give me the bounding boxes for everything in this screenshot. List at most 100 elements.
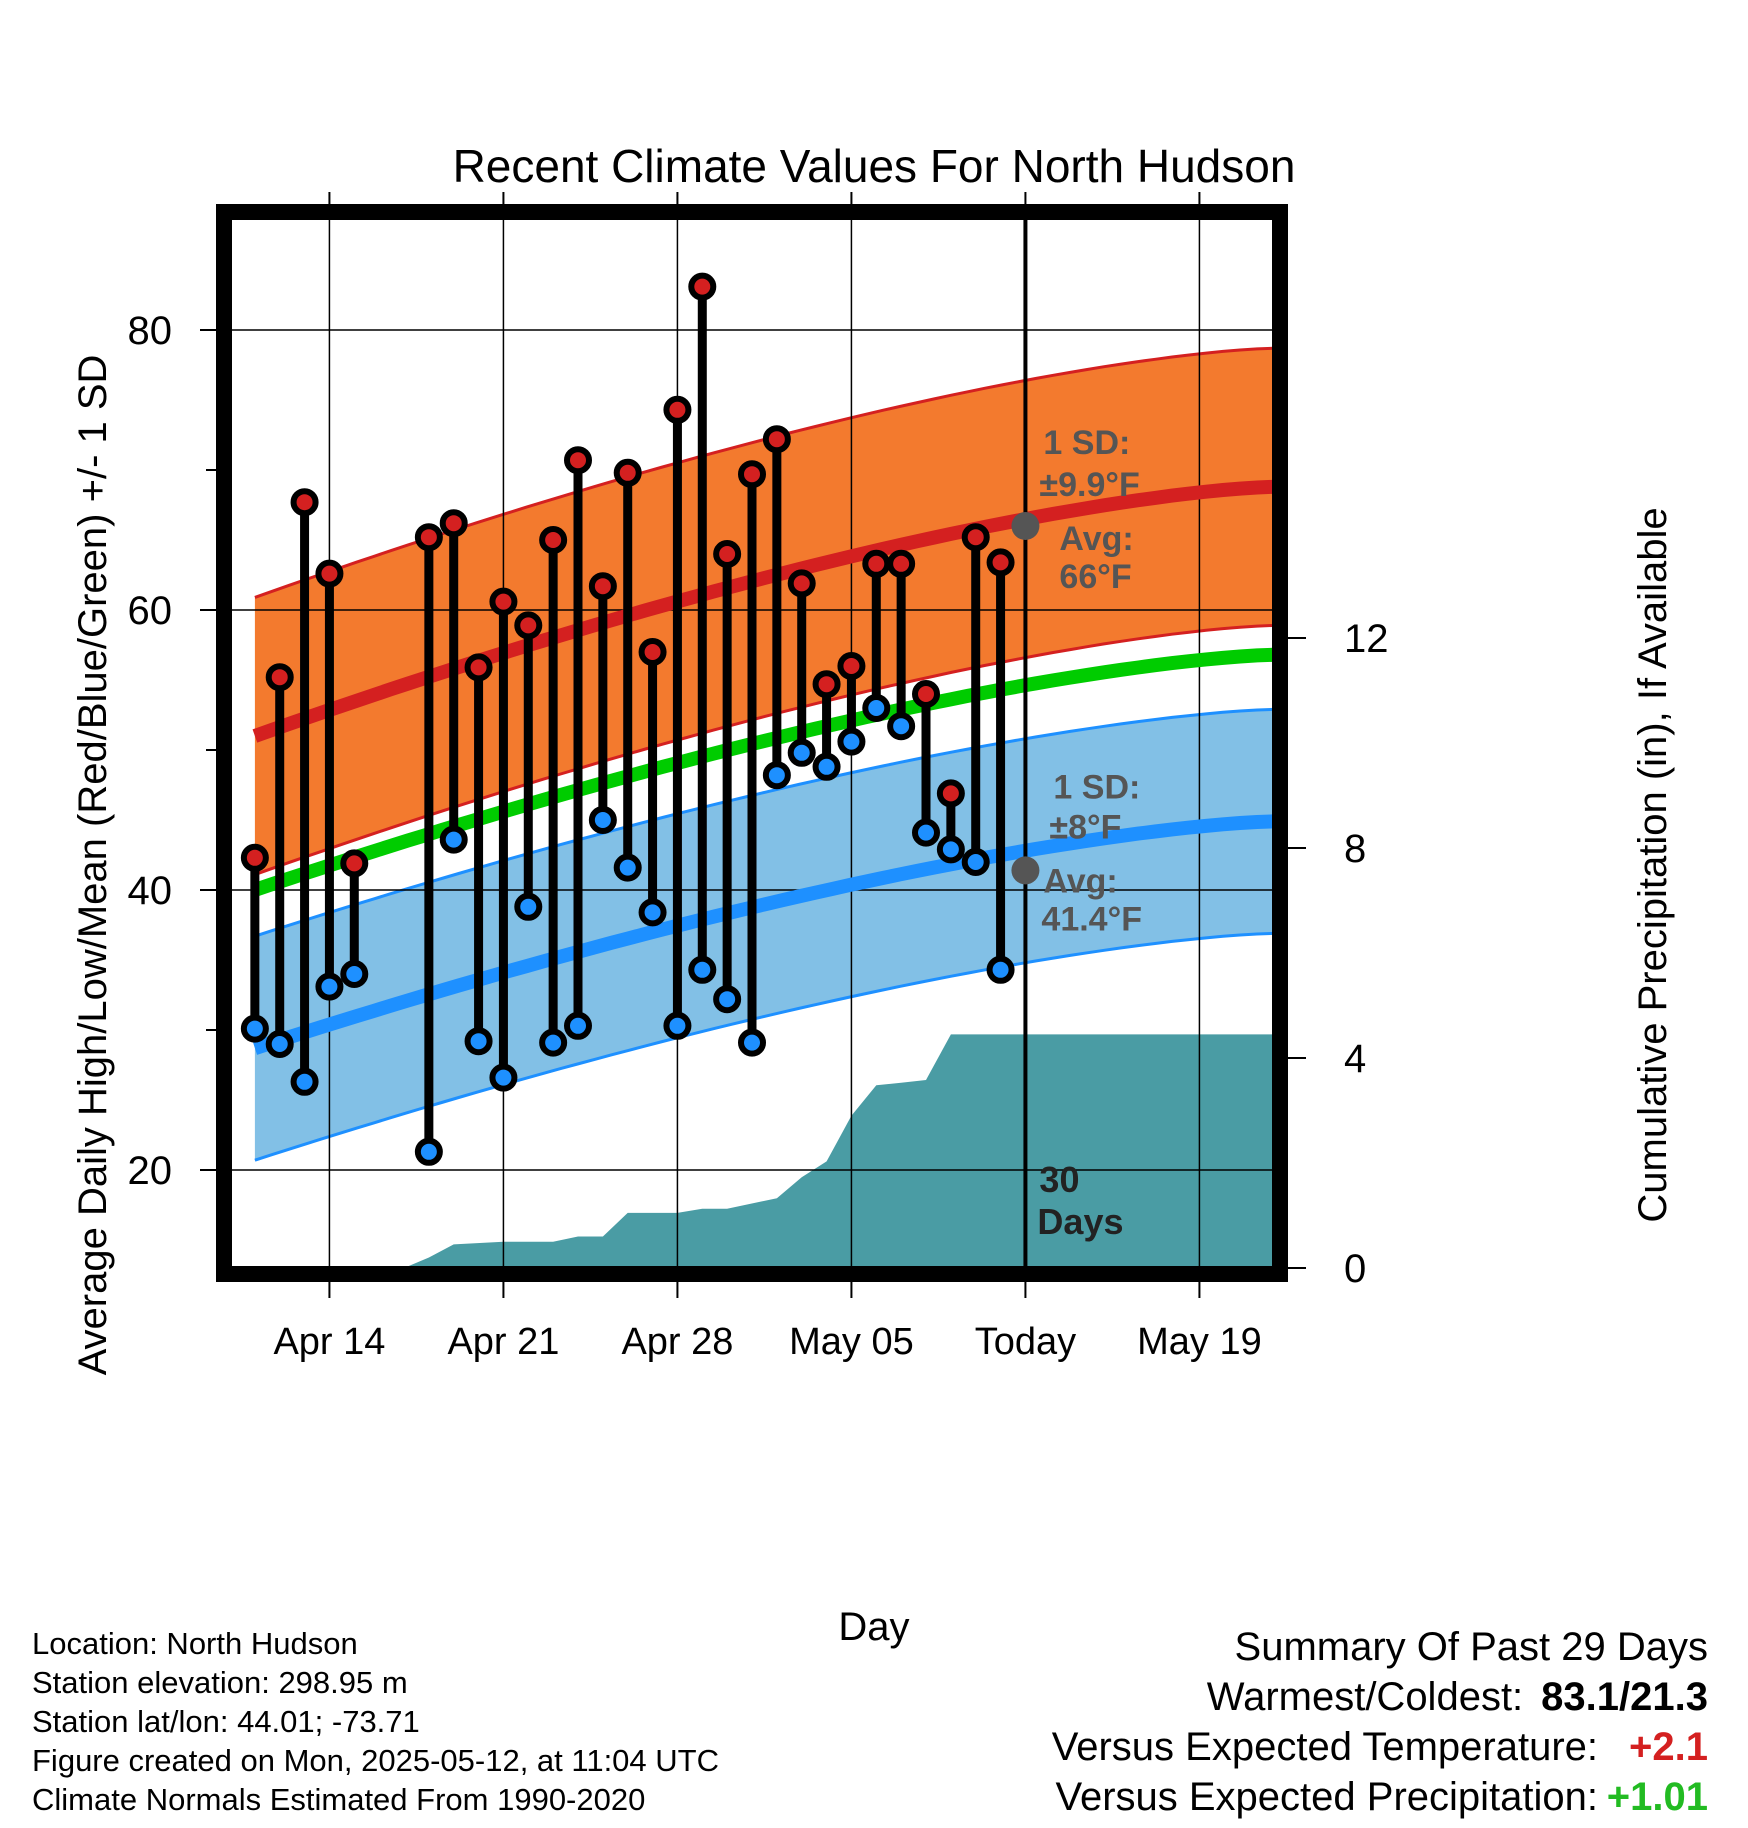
daily-high-point [986,548,1015,577]
daily-range-stems [240,272,1015,1166]
daily-low-point [787,738,816,767]
daily-high-point [588,572,617,601]
daily-high-point [564,446,592,475]
summary-temp-value: +2.1 [1629,1725,1708,1769]
daily-low-point [588,806,617,834]
summary-temp-label: Versus Expected Temperature: [1051,1725,1598,1769]
summary-warmest-row: Warmest/Coldest: 83.1/21.3 [1052,1672,1708,1722]
daily-low-point [663,1011,692,1040]
daily-low-point [265,1030,294,1058]
daily-high-point [613,458,642,487]
summary-warmest-value: 83.1/21.3 [1541,1675,1708,1719]
y-tick-label: 20 [128,1149,173,1193]
daily-high-point [812,670,841,699]
daily-high-point [315,559,344,588]
precip-area [404,1034,1274,1268]
daily-low-point [539,1028,568,1057]
daily-low-point [638,898,667,927]
daily-low-point [240,1014,269,1043]
high-avg-label: Avg: [1059,520,1133,558]
summary-temp-row: Versus Expected Temperature: +2.1 [1052,1722,1708,1772]
daily-low-point [340,960,369,988]
daily-high-point [688,272,717,301]
y-tick-label: 60 [128,589,173,633]
daily-low-point [414,1137,443,1166]
x-tick-label: Apr 14 [273,1321,385,1363]
daily-low-point [290,1067,319,1096]
daily-low-point [738,1028,766,1057]
y2-tick-label: 4 [1344,1037,1366,1081]
daily-high-point [663,395,692,424]
daily-low-point [489,1063,518,1092]
info-latlon: Station lat/lon: 44.01; -73.71 [32,1704,420,1739]
y2-tick-label: 8 [1344,827,1366,871]
info-elevation: Station elevation: 298.95 m [32,1665,408,1700]
daily-high-point [414,523,443,552]
info-location: Location: North Hudson [32,1626,358,1661]
x-tick-label: Apr 21 [447,1321,559,1363]
daily-high-point [787,569,816,598]
x-tick-label: Apr 28 [621,1321,733,1363]
daily-high-point [340,849,369,878]
low-avg-value: 41.4°F [1041,900,1142,938]
x-tick-label: May 19 [1137,1321,1262,1363]
daily-high-point [713,540,742,568]
daily-low-point [887,712,916,741]
summary-panel: Summary Of Past 29 Days Warmest/Coldest:… [1052,1622,1708,1822]
daily-low-point [812,752,841,781]
summary-warmest-label: Warmest/Coldest: [1206,1675,1524,1719]
daily-low-point [961,848,990,876]
x-tick-label: May 05 [789,1321,914,1363]
info-created: Figure created on Mon, 2025-05-12, at 11… [32,1743,719,1778]
y-axis-label: Average Daily High/Low/Mean (Red/Blue/Gr… [71,355,115,1376]
plot-frame [216,204,1288,1282]
high-avg-value: 66°F [1059,558,1131,596]
daily-low-point [464,1027,493,1056]
daily-high-point [961,523,990,552]
high-sd-value: ±9.9°F [1039,466,1139,504]
x-tick-label: Today [975,1321,1076,1363]
daily-low-point [912,818,940,847]
daily-high-point [489,587,518,616]
daily-high-point [265,663,294,692]
daily-high-point [514,611,543,640]
daily-high-point [539,526,568,554]
info-normals: Climate Normals Estimated From 1990-2020 [32,1782,646,1817]
daily-high-point [912,680,940,708]
window-days-number: 30 [1039,1159,1079,1200]
today-high-avg-marker [1011,512,1040,540]
low-sd-label: 1 SD: [1053,768,1140,806]
high-sd-label: 1 SD: [1043,424,1130,462]
y2-tick-label: 0 [1344,1247,1366,1291]
daily-low-point [936,835,965,864]
daily-high-point [439,509,468,538]
daily-low-point [564,1011,592,1040]
chart-title: Recent Climate Values For North Hudson [453,140,1296,192]
y2-axis-label: Cumulative Precipitation (in), If Availa… [1631,507,1675,1222]
low-avg-label: Avg: [1043,862,1117,900]
summary-precip-value: +1.01 [1606,1775,1708,1819]
x-axis-label: Day [838,1605,909,1649]
summary-heading: Summary Of Past 29 Days [1234,1625,1708,1669]
today-low-avg-marker [1011,856,1040,885]
daily-low-point [688,955,717,984]
daily-high-point [887,549,916,578]
daily-low-point [713,985,742,1014]
daily-low-point [862,694,891,722]
daily-high-point [464,653,493,682]
daily-low-point [514,892,543,921]
daily-low-point [762,761,791,790]
daily-high-point [936,779,965,808]
daily-high-point [762,425,791,454]
high-sd-band [254,348,1274,875]
window-days-label: Days [1037,1201,1123,1242]
daily-low-point [613,853,642,882]
daily-high-point [738,460,766,489]
daily-high-point [638,638,667,666]
daily-low-point [439,825,468,854]
station-info: Location: North Hudson Station elevation… [32,1624,719,1819]
y-tick-label: 40 [128,869,173,913]
daily-low-point [837,727,866,756]
